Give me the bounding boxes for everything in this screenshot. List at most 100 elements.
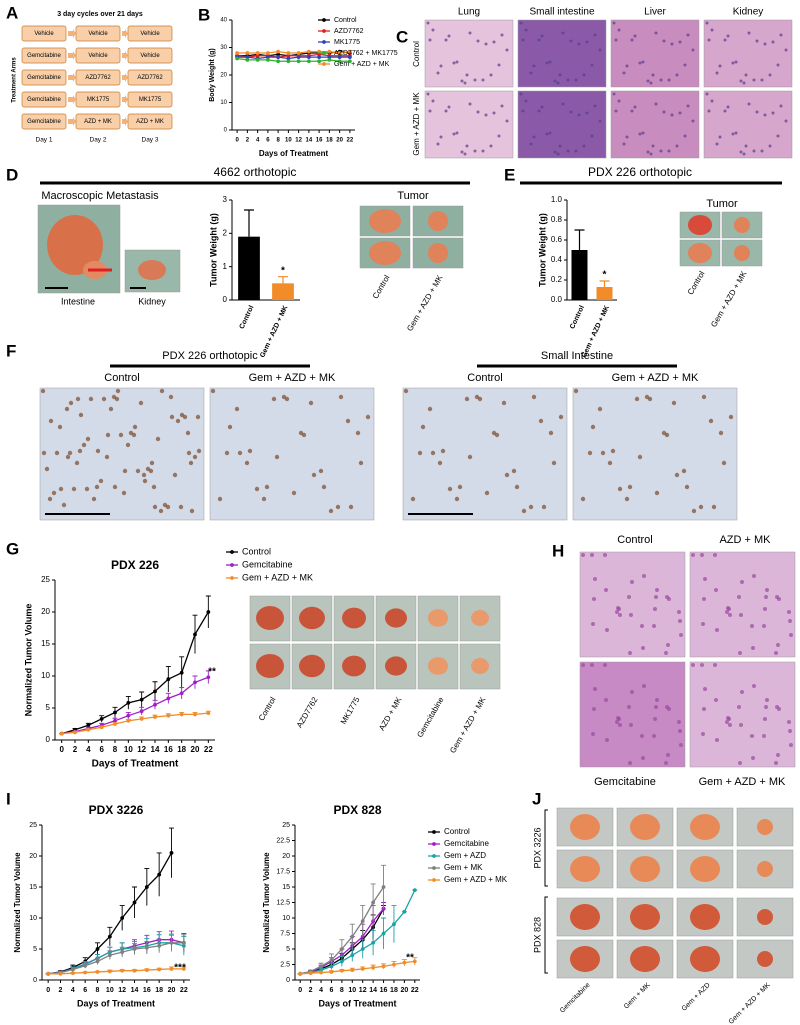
error-bar [599,280,610,287]
treatment-label: MK1775 [139,97,162,103]
tumor-shape [690,856,720,882]
texture [739,79,743,83]
texture [531,394,537,400]
texture [548,131,552,135]
tumor-shape [757,819,773,835]
x-tick-label: 2 [246,138,250,144]
data-point [265,55,270,60]
data-point [83,963,88,968]
legend-marker [432,830,436,834]
texture [64,406,70,412]
data-point [166,677,171,682]
data-point [126,700,131,705]
y-tick-label: 15 [29,884,37,891]
texture [135,468,141,474]
texture [491,430,497,436]
section-title: 4662 orthotopic [214,165,297,179]
texture [787,610,791,614]
texture [105,432,111,438]
texture [762,734,766,738]
x-tick-label: 4 [319,987,323,994]
texture [713,663,717,667]
texture [667,149,671,153]
texture [489,144,493,148]
texture [335,504,341,510]
texture [775,705,779,709]
texture [678,619,682,623]
data-point [296,51,301,55]
texture [747,31,751,35]
tumor-shape [428,243,448,263]
texture [763,717,767,721]
legend-label: Gemcitabine [242,559,293,569]
texture [642,574,646,578]
legend-label: Gem + AZD [444,851,486,860]
texture [703,687,707,691]
texture [281,394,287,400]
texture [74,460,80,466]
texture [452,132,456,136]
texture [731,61,735,65]
texture [566,78,570,82]
data-point [245,55,250,60]
texture [561,31,565,35]
data-point [86,723,91,728]
x-tick-label: 12 [359,987,367,994]
texture [447,105,451,109]
texture [590,424,596,430]
x-tick-label: 0 [46,987,50,994]
texture [617,28,621,32]
y-tick-label: 0.8 [551,215,563,224]
image-placeholder [689,551,796,658]
texture [581,663,585,667]
texture [629,723,633,727]
texture [484,490,490,496]
texture [662,39,666,43]
texture [752,78,756,82]
arrow [122,95,128,104]
texture [532,64,536,68]
data-point [381,885,386,889]
column-label: Liver [644,7,666,18]
texture [628,651,632,655]
tumor-shape [688,243,712,263]
texture [452,61,456,65]
texture [627,705,631,709]
treatment-label: Vehicle [140,31,160,37]
x-axis-label: Days of Treatment [318,998,396,1008]
y-axis-label: Normalized Tumor Volume [13,852,22,953]
data-point [139,709,144,714]
treatment-label: Vehicle [88,53,108,59]
annotation: *** [174,963,186,974]
texture [691,48,695,52]
tumor-shape [428,211,448,231]
texture [484,42,488,46]
texture [489,73,493,77]
texture [615,720,619,724]
texture [593,577,597,581]
image-placeholder [424,90,514,159]
texture [227,424,233,430]
texture [558,414,564,420]
texture [436,71,440,75]
image-placeholder [579,661,686,768]
data-point [245,57,250,62]
legend-label: AZD7762 [334,28,364,35]
texture [603,663,607,667]
tumor-shape [690,904,720,930]
texture [726,606,730,610]
data-point [350,968,355,972]
x-tick-label: 0 [235,138,239,144]
texture [439,135,443,139]
x-tick-label: 4 [86,745,91,754]
legend-marker [230,550,234,554]
texture [715,628,719,632]
texture [545,132,549,136]
legend-label: Gem + AZD + MK [242,572,313,582]
image-label: AZD + MK [719,534,771,546]
texture [538,418,544,424]
texture [592,707,596,711]
data-point [350,953,355,958]
texture [630,109,634,113]
texture [666,753,670,757]
